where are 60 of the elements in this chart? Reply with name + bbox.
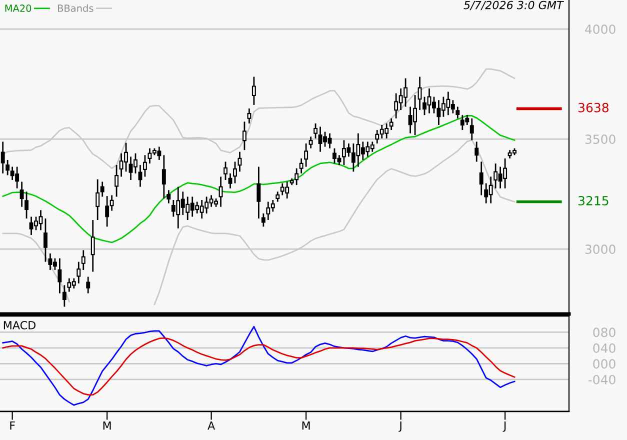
- y-tick-label: -040: [588, 374, 616, 384]
- candlestick: [62, 284, 66, 308]
- candlestick: [304, 142, 308, 168]
- candlestick: [470, 118, 474, 141]
- candlestick: [90, 219, 95, 272]
- y-tick-label: 3000: [585, 244, 616, 254]
- candlestick: [233, 161, 237, 184]
- candlestick: [24, 190, 29, 220]
- x-tick-label: J: [502, 421, 506, 432]
- candlestick: [162, 154, 166, 200]
- candlestick: [299, 158, 304, 174]
- candlestick: [58, 258, 62, 294]
- candlestick: [6, 159, 10, 176]
- x-tick-label: A: [208, 421, 216, 430]
- candlestick: [0, 141, 5, 174]
- y-tick-label: 040: [593, 343, 616, 353]
- candlestick: [247, 108, 252, 124]
- candlestick: [81, 249, 86, 271]
- annotation: 5/7/2026 3:0 GMT: [464, 0, 564, 10]
- candlestick: [20, 181, 24, 208]
- candlestick: [100, 181, 104, 198]
- ref-line-label: 3215: [578, 196, 608, 206]
- y-tick-label: 000: [593, 359, 616, 369]
- candlestick: [389, 118, 394, 131]
- candlestick: [252, 76, 256, 106]
- y-tick-label: 3500: [585, 134, 616, 144]
- candlestick: [218, 176, 223, 208]
- x-tick-label: F: [10, 421, 15, 430]
- candlestick: [474, 141, 479, 162]
- legend-label: BBands: [58, 4, 94, 12]
- candlestick: [143, 154, 147, 178]
- candlestick: [276, 190, 280, 202]
- candlestick: [224, 161, 228, 181]
- candlestick: [456, 106, 460, 120]
- legend-label: MA20: [5, 4, 32, 12]
- candlestick: [44, 218, 48, 263]
- line-series: [2, 337, 516, 396]
- candlestick: [418, 76, 422, 111]
- candlestick: [479, 161, 484, 196]
- candlestick: [308, 136, 313, 149]
- candlestick: [114, 164, 119, 198]
- x-tick-label: J: [398, 421, 402, 432]
- candlestick: [242, 120, 246, 151]
- candlestick: [166, 189, 171, 204]
- ref-line-label: 3638: [578, 102, 608, 112]
- candlestick: [238, 151, 242, 172]
- candlestick: [96, 178, 100, 221]
- candlestick: [314, 122, 318, 140]
- candlestick: [228, 172, 232, 190]
- candlestick: [86, 276, 90, 294]
- candlestick: [294, 168, 299, 186]
- candlestick: [256, 166, 261, 220]
- y-tick-label: 080: [593, 328, 616, 338]
- candlestick: [138, 164, 142, 188]
- candlestick: [261, 212, 266, 228]
- x-tick-label: M: [103, 421, 111, 430]
- candlestick: [76, 261, 81, 284]
- y-tick-label: 4000: [585, 24, 616, 34]
- chart-title: MACD: [4, 320, 36, 330]
- x-tick-label: M: [302, 421, 310, 430]
